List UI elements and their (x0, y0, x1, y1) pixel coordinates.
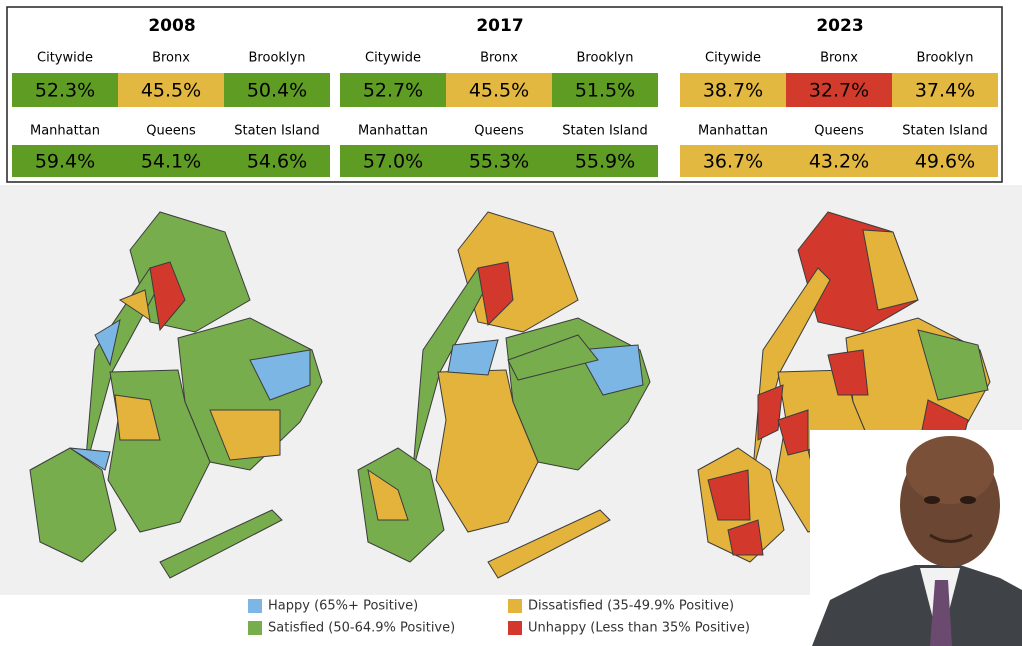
tables: 2008 Citywide 52.3% Bronx 45.5% Brooklyn 50.4%… (12, 16, 998, 177)
cell-value: 36.7% (703, 151, 763, 173)
district-shape (118, 289, 151, 322)
borough-shape (435, 369, 539, 533)
borough-shape (159, 509, 283, 579)
cell-value: 54.1% (141, 151, 201, 173)
cell-bg (446, 145, 552, 177)
cell-bg (224, 73, 330, 107)
cell-bg (892, 145, 998, 177)
district-shape (69, 447, 111, 471)
cell-value: 49.6% (915, 151, 975, 173)
legend-swatch (508, 621, 522, 635)
district-shape (209, 409, 281, 461)
cell-name: Citywide (37, 51, 93, 66)
cell-name: Staten Island (902, 124, 987, 139)
cell-bg (12, 73, 118, 107)
legend-swatch (508, 599, 522, 613)
district-shape (827, 349, 869, 396)
borough-map (29, 211, 323, 579)
legend-swatch (248, 599, 262, 613)
cell-name: Brooklyn (249, 51, 306, 66)
year: 2017 (476, 16, 523, 36)
cell-value: 52.3% (35, 80, 95, 102)
cell-bg (786, 73, 892, 107)
cell-name: Manhattan (698, 124, 768, 139)
legend-label: Satisfied (50-64.9% Positive) (268, 621, 455, 636)
cell-bg (552, 73, 658, 107)
cell-name: Staten Island (234, 124, 319, 139)
cell-bg (552, 145, 658, 177)
cell-name: Brooklyn (577, 51, 634, 66)
cell-name: Citywide (365, 51, 421, 66)
year: 2023 (816, 16, 863, 36)
cell-name: Queens (814, 124, 864, 139)
cell-name: Manhattan (358, 124, 428, 139)
cell-bg (786, 145, 892, 177)
district-shape (114, 394, 161, 441)
legend-label: Unhappy (Less than 35% Positive) (528, 621, 750, 636)
cell-bg (680, 73, 786, 107)
district-shape (447, 339, 499, 376)
district-shape (727, 519, 764, 556)
cell-value: 37.4% (915, 80, 975, 102)
legend: Happy (65%+ Positive) Satisfied (50-64.9%… (248, 599, 750, 636)
district-shape (507, 334, 599, 381)
district-shape (367, 468, 409, 521)
borough-map (357, 211, 651, 579)
cell-value: 38.7% (703, 80, 763, 102)
district-shape (94, 318, 121, 367)
district-shape (862, 229, 919, 311)
legend-label: Dissatisfied (35-49.9% Positive) (528, 599, 734, 614)
cell-name: Citywide (705, 51, 761, 66)
district-shape (249, 349, 311, 401)
cell-name: Queens (474, 124, 524, 139)
cell-bg (12, 145, 118, 177)
borough-shape (752, 267, 831, 471)
legend-swatch (248, 621, 262, 635)
district-shape (149, 261, 186, 332)
cell-bg (340, 73, 446, 107)
legend-label: Happy (65%+ Positive) (268, 599, 418, 614)
cell-value: 52.7% (363, 80, 423, 102)
district-shape (707, 469, 751, 521)
cell-value: 54.6% (247, 151, 307, 173)
cell-value: 55.9% (575, 151, 635, 173)
cell-value: 59.4% (35, 151, 95, 173)
district-shape (757, 384, 784, 441)
cell-bg (224, 145, 330, 177)
cell-value: 45.5% (469, 80, 529, 102)
cell-name: Brooklyn (917, 51, 974, 66)
cell-name: Queens (146, 124, 196, 139)
cell-value: 43.2% (809, 151, 869, 173)
cell-bg (118, 145, 224, 177)
year: 2008 (148, 16, 195, 36)
district-shape (477, 261, 514, 327)
cell-bg (118, 73, 224, 107)
maps (29, 211, 991, 579)
district-shape (917, 329, 989, 401)
cell-value: 55.3% (469, 151, 529, 173)
cell-bg (680, 145, 786, 177)
cell-bg (446, 73, 552, 107)
cell-name: Staten Island (562, 124, 647, 139)
cell-bg (892, 73, 998, 107)
cell-value: 32.7% (809, 80, 869, 102)
photo (810, 430, 1022, 646)
cell-value: 51.5% (575, 80, 635, 102)
cell-name: Manhattan (30, 124, 100, 139)
cell-name: Bronx (480, 51, 518, 66)
cell-value: 45.5% (141, 80, 201, 102)
cell-bg (340, 145, 446, 177)
cell-name: Bronx (820, 51, 858, 66)
cell-value: 50.4% (247, 80, 307, 102)
borough-shape (487, 509, 611, 579)
cell-name: Bronx (152, 51, 190, 66)
cell-value: 57.0% (363, 151, 423, 173)
